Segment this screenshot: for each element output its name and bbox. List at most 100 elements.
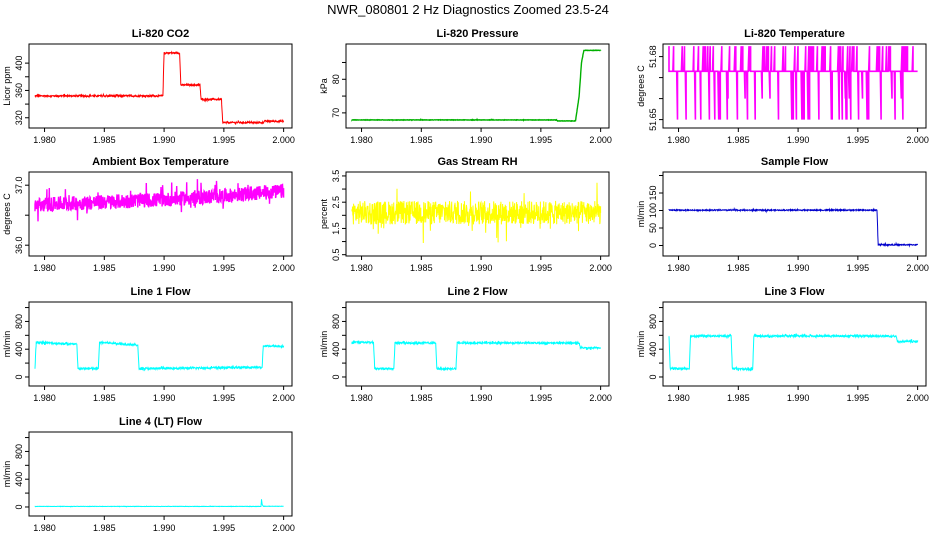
plot-frame — [345, 171, 610, 257]
chart-panel-line2: Line 2 Flow 1.980 1.985 1.990 1.995 2.000 0 400… — [319, 286, 612, 403]
x-tick-label: 1.985 — [410, 135, 433, 145]
x-tick-label: 1.990 — [470, 393, 493, 403]
x-tick-label: 1.995 — [530, 263, 553, 273]
chart-panel-ambient: Ambient Box Temperature 1.980 1.985 1.990 1.… — [2, 156, 295, 273]
y-tick-label: 80 — [331, 74, 341, 84]
x-tick-label: 1.985 — [93, 523, 116, 533]
y-tick-label: 0 — [14, 504, 24, 509]
x-tick-label: 1.985 — [93, 393, 116, 403]
chart-panel-sample_flow: Sample Flow 1.980 1.985 1.990 1.995 2.000 0 50 1… — [636, 156, 929, 273]
y-tick-label: 800 — [648, 314, 658, 329]
y-axis-label: kPa — [319, 78, 329, 94]
y-tick-label: 800 — [14, 444, 24, 459]
x-tick-label: 1.980 — [667, 393, 690, 403]
x-tick-label: 1.995 — [847, 263, 870, 273]
x-tick-label: 1.985 — [93, 263, 116, 273]
y-tick-label: 51.68 — [648, 45, 658, 68]
chart-title: Line 2 Flow — [448, 286, 508, 298]
x-tick-label: 2.000 — [906, 263, 929, 273]
y-tick-label: 360 — [14, 83, 24, 98]
chart-panel-rh: Gas Stream RH 1.980 1.985 1.990 1.995 2.000 0.… — [319, 156, 612, 273]
series-line-ambient — [34, 179, 285, 222]
series-line-line3 — [668, 333, 919, 372]
x-tick-label: 1.980 — [667, 135, 690, 145]
y-tick-label: 400 — [14, 56, 24, 71]
series-line-temperature — [668, 46, 918, 120]
x-tick-label: 2.000 — [589, 135, 612, 145]
chart-panel-pressure: Li-820 Pressure 1.980 1.985 1.990 1.995 2.000… — [319, 28, 612, 145]
y-tick-label: 800 — [331, 314, 341, 329]
x-tick-label: 2.000 — [589, 263, 612, 273]
x-tick-label: 1.980 — [350, 135, 373, 145]
y-tick-label: 150 — [648, 185, 658, 200]
page-title: NWR_080801 2 Hz Diagnostics Zoomed 23.5-… — [327, 2, 609, 17]
y-axis-label: ml/min — [2, 461, 12, 488]
series-line-sample_flow — [668, 206, 919, 248]
chart-title: Line 4 (LT) Flow — [119, 416, 202, 428]
y-axis-label: percent — [319, 198, 329, 229]
x-tick-label: 1.980 — [33, 523, 56, 533]
y-tick-label: 51.65 — [648, 108, 658, 131]
chart-panel-temperature: Li-820 Temperature 1.980 1.985 1.990 1.995 2.… — [636, 28, 929, 145]
plot-frame — [662, 301, 927, 387]
series-line-rh — [351, 182, 602, 244]
chart-title: Li-820 CO2 — [132, 28, 189, 40]
chart-panel-line1: Line 1 Flow 1.980 1.985 1.990 1.995 2.000 0 400… — [2, 286, 295, 403]
chart-title: Ambient Box Temperature — [92, 156, 229, 168]
y-tick-label: 400 — [648, 342, 658, 357]
y-tick-label: 800 — [14, 314, 24, 329]
x-tick-label: 1.995 — [530, 393, 553, 403]
plot-frame — [28, 43, 293, 129]
chart-panel-co2: Li-820 CO2 1.980 1.985 1.990 1.995 2.000 320 36… — [2, 28, 295, 145]
plot-frame — [28, 301, 293, 387]
chart-title: Gas Stream RH — [437, 156, 517, 168]
y-axis-label: ml/min — [2, 331, 12, 358]
chart-title: Line 3 Flow — [765, 286, 825, 298]
y-axis-label: ml/min — [319, 331, 329, 358]
chart-title: Li-820 Pressure — [437, 28, 519, 40]
x-tick-label: 1.995 — [530, 135, 553, 145]
x-tick-label: 1.995 — [847, 135, 870, 145]
y-tick-label: 3.5 — [331, 170, 341, 183]
y-axis-label: degrees C — [2, 193, 12, 235]
y-axis-label: Licor ppm — [2, 66, 12, 106]
x-tick-label: 1.980 — [350, 263, 373, 273]
plot-frame — [28, 431, 293, 517]
x-tick-label: 2.000 — [272, 523, 295, 533]
chart-title: Li-820 Temperature — [744, 28, 845, 40]
plot-frame — [662, 43, 927, 129]
x-tick-label: 1.995 — [213, 135, 236, 145]
x-tick-label: 1.995 — [213, 393, 236, 403]
chart-title: Sample Flow — [761, 156, 829, 168]
y-tick-label: 2.5 — [331, 196, 341, 209]
y-tick-label: 0 — [14, 374, 24, 379]
x-tick-label: 2.000 — [272, 263, 295, 273]
x-tick-label: 2.000 — [906, 393, 929, 403]
x-tick-label: 1.990 — [787, 135, 810, 145]
y-axis-label: ml/min — [636, 201, 646, 228]
x-tick-label: 1.990 — [153, 523, 176, 533]
plot-frame — [28, 171, 293, 257]
y-tick-label: 400 — [14, 342, 24, 357]
plot-frame — [662, 171, 927, 257]
x-tick-label: 1.990 — [153, 135, 176, 145]
x-tick-label: 1.980 — [33, 263, 56, 273]
y-tick-label: 36.0 — [14, 236, 24, 254]
x-tick-label: 1.995 — [213, 263, 236, 273]
x-tick-label: 1.985 — [93, 135, 116, 145]
y-tick-label: 50 — [648, 223, 658, 233]
x-tick-label: 1.990 — [787, 393, 810, 403]
x-tick-label: 1.980 — [33, 135, 56, 145]
x-tick-label: 1.990 — [470, 135, 493, 145]
y-tick-label: 0 — [331, 374, 341, 379]
x-tick-label: 1.985 — [410, 393, 433, 403]
y-tick-label: 1.5 — [331, 222, 341, 235]
x-tick-label: 2.000 — [272, 135, 295, 145]
chart-panel-line3: Line 3 Flow 1.980 1.985 1.990 1.995 2.000 0 400… — [636, 286, 929, 403]
x-tick-label: 1.985 — [727, 263, 750, 273]
x-tick-label: 1.980 — [350, 393, 373, 403]
x-tick-label: 1.990 — [153, 393, 176, 403]
x-tick-label: 1.990 — [153, 263, 176, 273]
y-tick-label: 400 — [331, 342, 341, 357]
